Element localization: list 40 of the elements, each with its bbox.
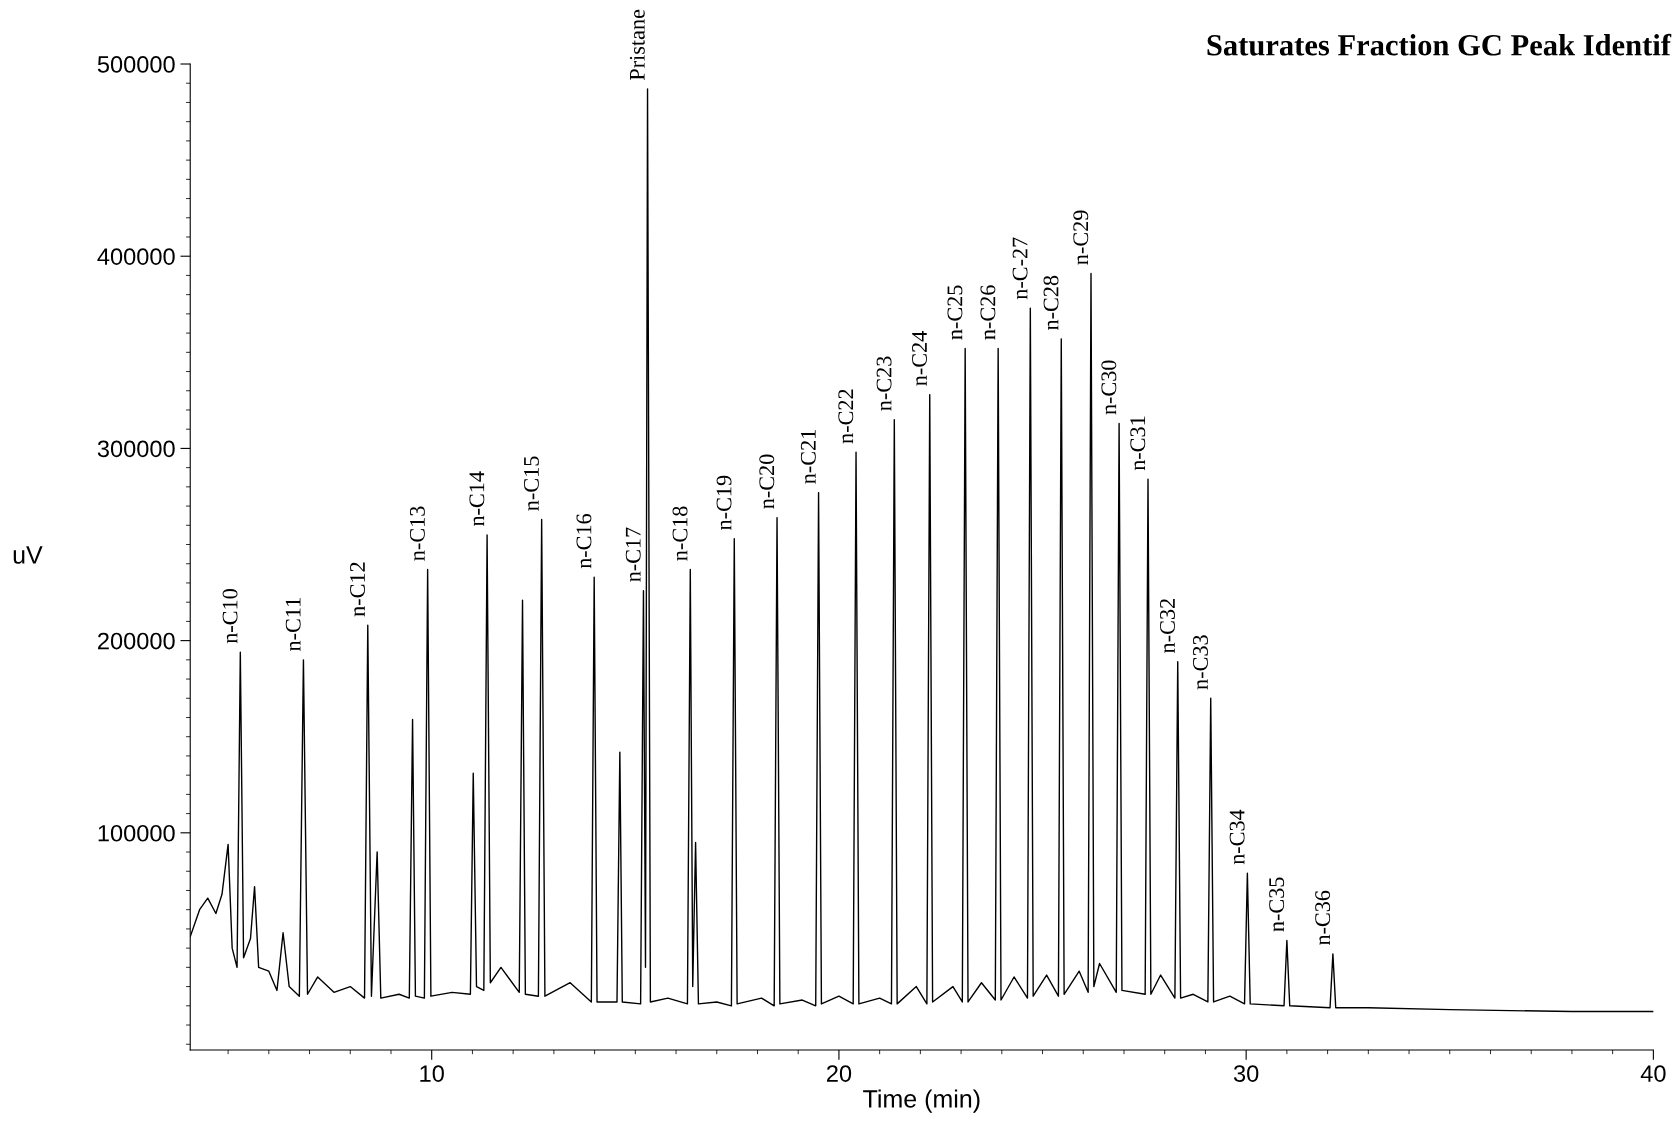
annotation: n-C11: [285, 598, 301, 651]
x-tick-label: 30: [1233, 1065, 1259, 1082]
y-tick-label: 300000: [97, 440, 175, 458]
y-tick-label: 500000: [97, 56, 175, 73]
annotation: n-C29: [1073, 210, 1089, 265]
annotation: n-C33: [1193, 635, 1208, 690]
annotation: n-C24: [912, 331, 927, 386]
annotation: n-C15: [523, 456, 539, 511]
annotation: n-C13: [409, 506, 425, 561]
annotation: n-C23: [876, 356, 892, 411]
annotation: n-C22: [838, 389, 854, 444]
annotation: n-C36: [1315, 890, 1331, 946]
annotation: n-C19: [716, 475, 732, 530]
annotation: n-C28: [1043, 275, 1059, 331]
annotation: n-C21: [800, 430, 816, 484]
annotation: n-C26: [980, 285, 996, 340]
annotation: n-C-27: [1012, 237, 1028, 300]
x-axis-title: Time (min): [863, 1089, 980, 1113]
annotation: n-C12: [350, 562, 365, 617]
annotation: n-C30: [1101, 360, 1117, 415]
annotation: n-C18: [672, 506, 688, 561]
y-tick-label: 100000: [98, 824, 175, 842]
x-tick-label: 20: [826, 1065, 852, 1082]
annotation: n-C32: [1160, 599, 1175, 653]
annotation: n-C35: [1269, 877, 1285, 932]
annotation: n-C34: [1229, 809, 1245, 865]
x-tick-label: 10: [420, 1065, 444, 1082]
annotation: n-C31: [1130, 416, 1146, 471]
annotation: n-C10: [222, 589, 238, 644]
y-tick-label: 400000: [97, 248, 175, 265]
annotation: n-C16: [576, 513, 592, 569]
y-tick-label: 200000: [98, 632, 175, 650]
annotation: Pristane: [629, 9, 645, 81]
annotation: n-C14: [469, 471, 485, 527]
annotation: n-C17: [625, 527, 641, 582]
y-axis-title: uV: [13, 546, 43, 564]
x-tick-label: 40: [1640, 1065, 1666, 1082]
annotation: n-C20: [759, 454, 775, 509]
chart-title: Saturates Fraction GC Peak Identif: [1207, 33, 1672, 56]
annotation: n-C25: [947, 285, 963, 340]
